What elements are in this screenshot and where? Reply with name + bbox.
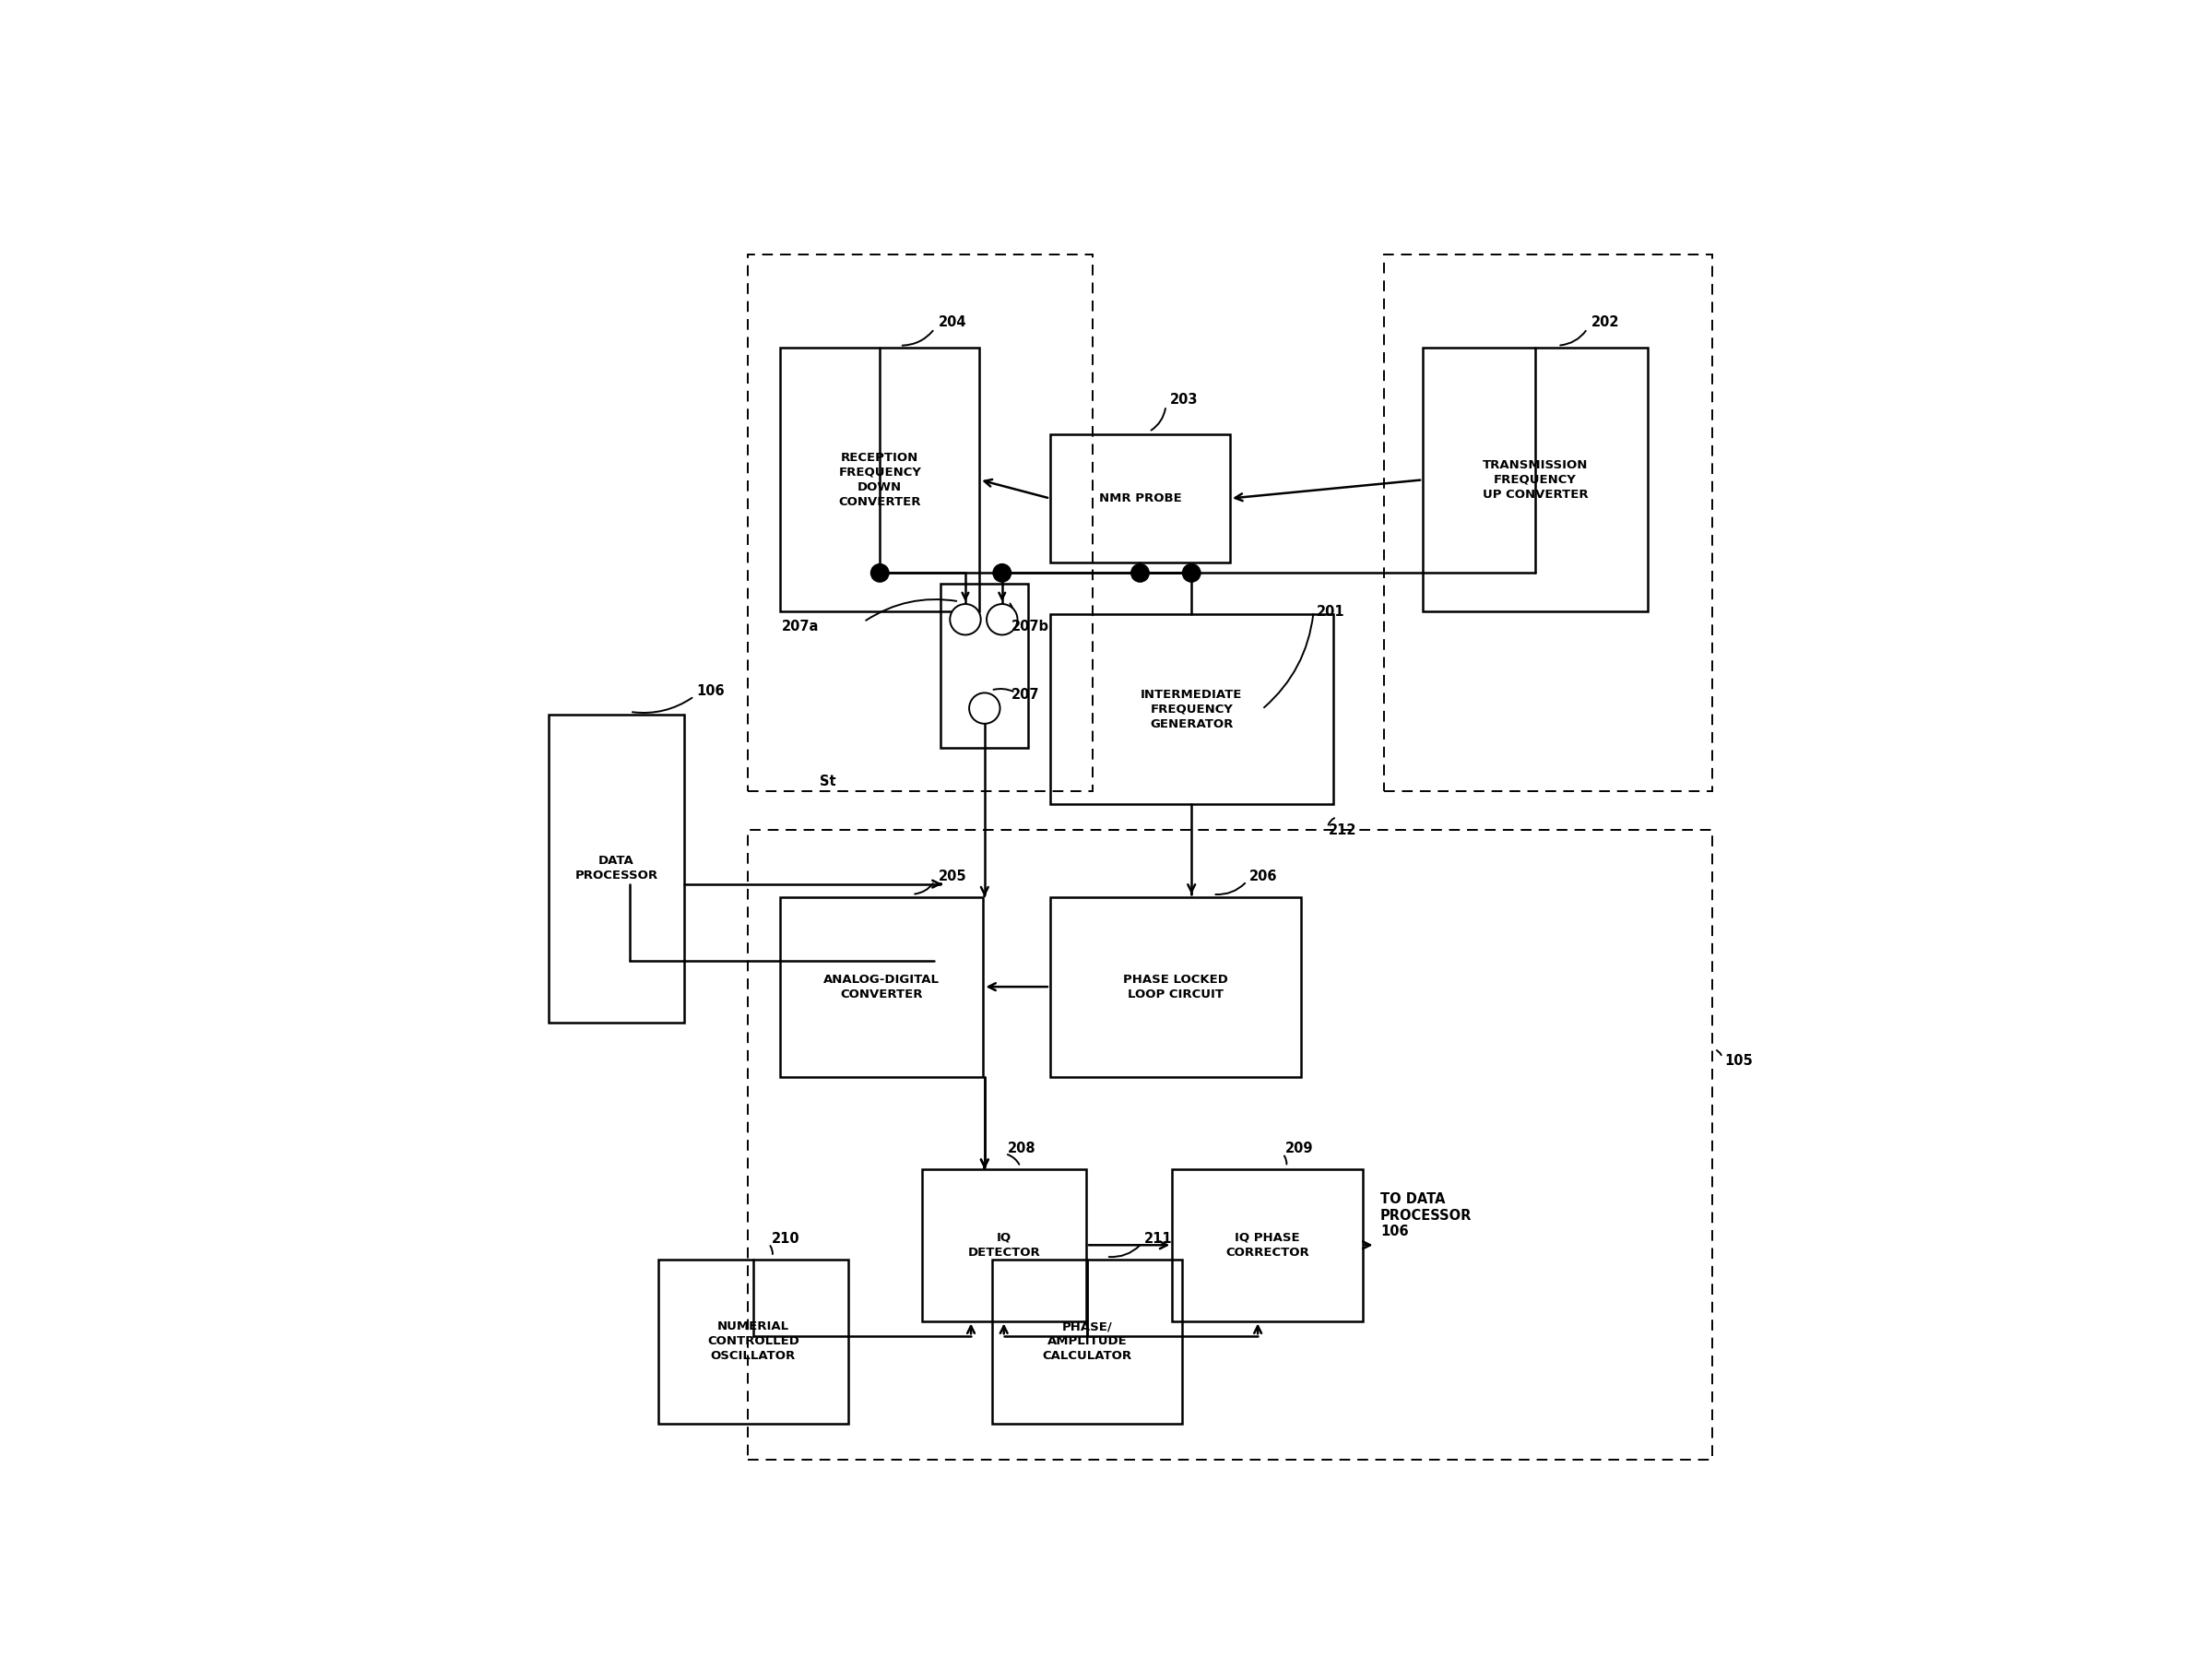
Bar xyxy=(922,1170,1086,1320)
Text: 207a: 207a xyxy=(781,619,818,634)
Bar xyxy=(993,1258,1183,1424)
Text: St: St xyxy=(821,774,836,788)
Bar xyxy=(1051,614,1334,804)
Circle shape xyxy=(993,564,1011,582)
Text: 203: 203 xyxy=(1170,392,1197,406)
Bar xyxy=(659,1258,849,1424)
Bar xyxy=(940,582,1029,748)
Text: RECEPTION
FREQUENCY
DOWN
CONVERTER: RECEPTION FREQUENCY DOWN CONVERTER xyxy=(838,452,920,507)
Text: NMR PROBE: NMR PROBE xyxy=(1099,492,1181,504)
Circle shape xyxy=(987,604,1018,634)
Text: 208: 208 xyxy=(1009,1142,1035,1155)
Bar xyxy=(1051,896,1301,1077)
Text: 209: 209 xyxy=(1285,1142,1314,1155)
Text: 106: 106 xyxy=(697,684,726,698)
Circle shape xyxy=(949,604,980,634)
Bar xyxy=(781,349,980,611)
Bar xyxy=(1422,349,1648,611)
Bar xyxy=(1172,1170,1363,1320)
Text: PHASE/
AMPLITUDE
CALCULATOR: PHASE/ AMPLITUDE CALCULATOR xyxy=(1042,1320,1133,1362)
Text: 202: 202 xyxy=(1590,315,1619,329)
Circle shape xyxy=(872,564,889,582)
Text: TO DATA
PROCESSOR
106: TO DATA PROCESSOR 106 xyxy=(1380,1193,1471,1238)
Bar xyxy=(748,254,1093,791)
Text: NUMERIAL
CONTROLLED
OSCILLATOR: NUMERIAL CONTROLLED OSCILLATOR xyxy=(708,1320,799,1362)
Text: 206: 206 xyxy=(1250,870,1276,883)
Text: 211: 211 xyxy=(1144,1232,1172,1245)
Text: INTERMEDIATE
FREQUENCY
GENERATOR: INTERMEDIATE FREQUENCY GENERATOR xyxy=(1141,688,1243,729)
Bar xyxy=(1051,434,1230,562)
Text: 205: 205 xyxy=(938,870,967,883)
Circle shape xyxy=(969,693,1000,724)
Text: IQ PHASE
CORRECTOR: IQ PHASE CORRECTOR xyxy=(1225,1232,1310,1258)
Text: 210: 210 xyxy=(772,1232,799,1245)
Text: 201: 201 xyxy=(1316,604,1345,619)
Text: 105: 105 xyxy=(1725,1055,1754,1068)
Circle shape xyxy=(1183,564,1201,582)
Text: 212: 212 xyxy=(1329,823,1358,836)
Text: PHASE LOCKED
LOOP CIRCUIT: PHASE LOCKED LOOP CIRCUIT xyxy=(1124,973,1228,1000)
Circle shape xyxy=(1130,564,1148,582)
Text: 207: 207 xyxy=(1011,688,1040,703)
Text: DATA
PROCESSOR: DATA PROCESSOR xyxy=(575,855,657,881)
Text: 207b: 207b xyxy=(1011,619,1048,634)
Bar xyxy=(1385,254,1712,791)
Text: IQ
DETECTOR: IQ DETECTOR xyxy=(967,1232,1040,1258)
Bar xyxy=(781,896,984,1077)
Bar xyxy=(549,714,684,1023)
Text: TRANSMISSION
FREQUENCY
UP CONVERTER: TRANSMISSION FREQUENCY UP CONVERTER xyxy=(1482,459,1588,501)
Text: 204: 204 xyxy=(938,315,967,329)
Bar xyxy=(748,829,1712,1460)
Text: ANALOG-DIGITAL
CONVERTER: ANALOG-DIGITAL CONVERTER xyxy=(823,973,940,1000)
